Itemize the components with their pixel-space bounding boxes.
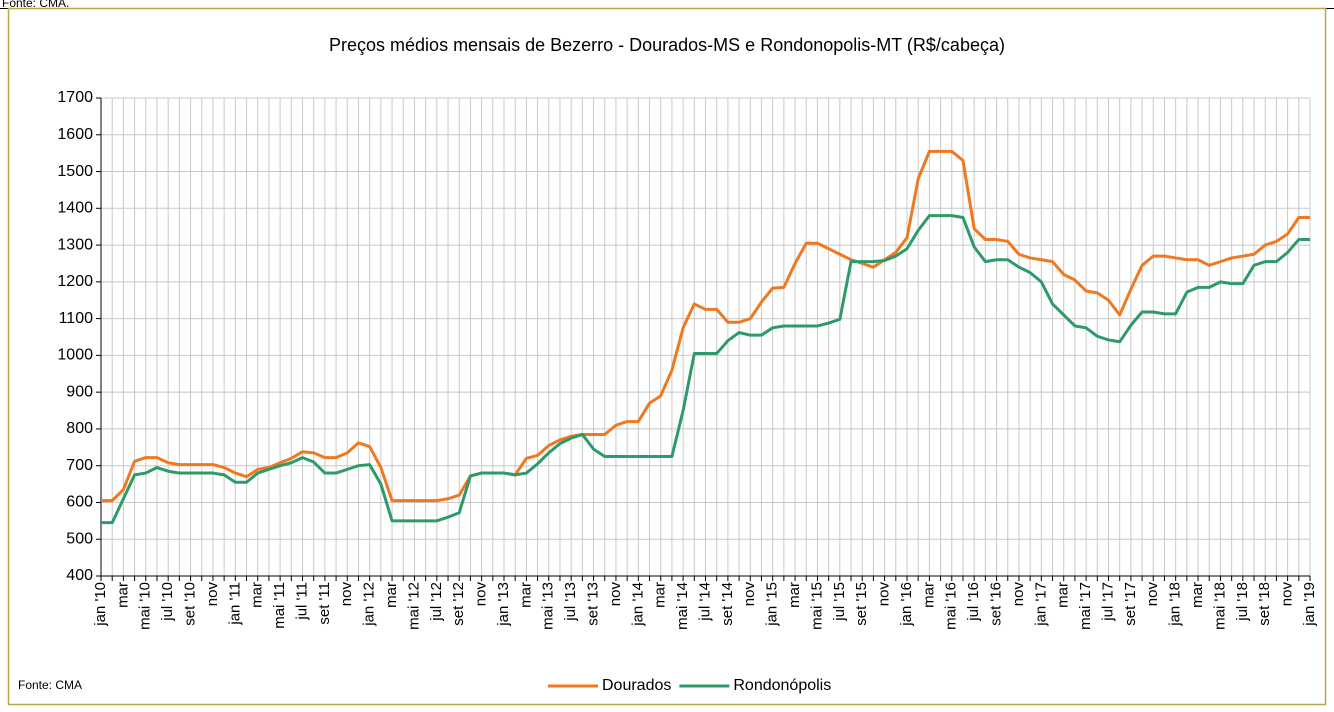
x-tick-label: jan '10 (92, 582, 109, 627)
x-tick-label: jul '13 (562, 582, 579, 622)
x-tick-label: nov (1144, 582, 1161, 607)
x-tick-label: set '12 (450, 582, 467, 626)
y-tick-label: 1100 (59, 310, 94, 327)
y-tick-label: 1000 (57, 347, 93, 364)
x-tick-label: mar (114, 582, 131, 608)
x-tick-label: jan '19 (1301, 582, 1318, 627)
x-tick-label: mai '13 (540, 582, 557, 630)
y-tick-label: 800 (66, 420, 93, 437)
y-tick-label: 400 (66, 567, 93, 584)
x-tick-label: mai '11 (271, 582, 288, 629)
x-tick-label: mar (517, 582, 534, 608)
x-tick-label: mar (920, 582, 937, 608)
x-tick-label: jul '11 (293, 582, 310, 621)
y-tick-label: 1500 (57, 163, 93, 180)
y-tick-label: 1700 (57, 89, 93, 106)
x-tick-label: mai '15 (808, 582, 825, 630)
series-line (101, 149, 1310, 503)
x-tick-label: jan '15 (764, 582, 781, 627)
chart-title: Preços médios mensais de Bezerro - Doura… (329, 35, 1005, 55)
x-tick-label: jan '11 (226, 582, 243, 626)
x-tick-label: mar (652, 582, 669, 608)
x-tick-label: mai '16 (943, 582, 960, 630)
y-tick-label: 1400 (57, 200, 93, 217)
x-tick-label: mar (1189, 582, 1206, 608)
x-tick-label: jul '12 (428, 582, 445, 622)
x-tick-label: jan '16 (898, 582, 915, 627)
x-tick-label: nov (1010, 582, 1027, 607)
legend-label: Rondonópolis (733, 677, 831, 694)
y-tick-label: 1300 (57, 236, 93, 253)
chart-source: Fonte: CMA (18, 678, 82, 692)
source-note: Fonte: CMA. (2, 0, 69, 10)
legend-label: Dourados (602, 677, 671, 694)
x-tick-label: jul '18 (1234, 582, 1251, 622)
y-tick-label: 1600 (57, 126, 93, 143)
x-tick-label: set '18 (1256, 582, 1273, 626)
x-tick-label: jul '14 (696, 582, 713, 622)
x-tick-label: jan '18 (1167, 582, 1184, 627)
x-tick-label: set '11 (316, 582, 333, 625)
x-tick-label: jul '15 (831, 582, 848, 622)
x-tick-label: jul '16 (965, 582, 982, 622)
x-tick-label: mar (786, 582, 803, 608)
x-tick-label: nov (338, 582, 355, 607)
x-tick-label: nov (204, 582, 221, 607)
x-tick-label: mai '12 (405, 582, 422, 630)
x-tick-label: nov (876, 582, 893, 607)
x-tick-label: jan '13 (495, 582, 512, 627)
x-tick-label: mar (249, 582, 266, 608)
x-tick-label: set '15 (853, 582, 870, 626)
x-tick-label: nov (473, 582, 490, 607)
x-tick-label: set '13 (585, 582, 602, 626)
x-tick-label: set '17 (1122, 582, 1139, 626)
x-tick-label: set '10 (182, 582, 199, 626)
x-tick-label: set '14 (719, 582, 736, 626)
x-tick-label: mai '10 (137, 582, 154, 630)
x-tick-label: jan '14 (629, 582, 646, 627)
y-tick-label: 1200 (57, 273, 93, 290)
chart-frame (7, 7, 1327, 706)
x-tick-label: mai '14 (674, 582, 691, 630)
y-tick-label: 700 (66, 457, 93, 474)
x-tick-label: set '16 (988, 582, 1005, 626)
y-tick-label: 600 (66, 494, 93, 511)
y-tick-label: 500 (66, 530, 93, 547)
x-tick-label: nov (741, 582, 758, 607)
x-tick-label: mar (1055, 582, 1072, 608)
series-line (101, 214, 1310, 525)
x-tick-label: mai '17 (1077, 582, 1094, 630)
x-tick-label: jul '17 (1099, 582, 1116, 622)
y-tick-label: 900 (66, 383, 93, 400)
x-tick-label: jan '17 (1032, 582, 1049, 627)
x-tick-label: jul '10 (159, 582, 176, 622)
x-tick-label: nov (1279, 582, 1296, 607)
x-tick-label: mai '18 (1211, 582, 1228, 630)
x-tick-label: jan '12 (361, 582, 378, 627)
x-tick-label: nov (607, 582, 624, 607)
x-tick-label: mar (383, 582, 400, 608)
